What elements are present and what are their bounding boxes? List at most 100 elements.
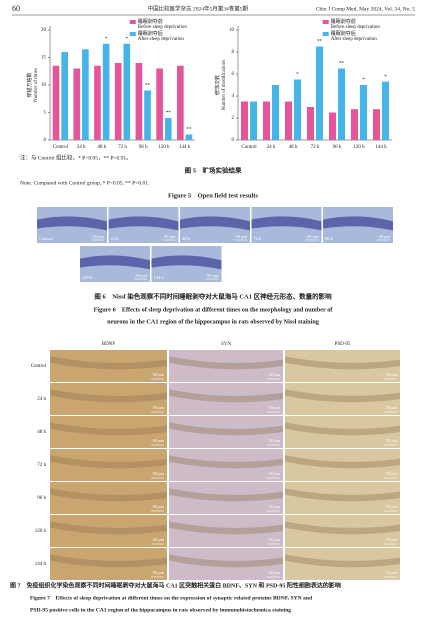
cell-layer — [285, 422, 400, 436]
x-tick-label: 144 h — [375, 145, 387, 150]
cell-layer — [169, 455, 283, 469]
scale-bar: 50 μm — [268, 438, 280, 443]
scale-bar: 50 μm — [135, 273, 147, 278]
scale-bar: 50 μm — [385, 471, 397, 476]
scale-bar: 50 μm — [268, 504, 280, 509]
legend-swatch — [129, 20, 136, 24]
row-label: 144 h — [35, 562, 47, 567]
panel-label: 72 h — [254, 236, 263, 241]
cell-layer — [169, 389, 283, 403]
cell-layer — [37, 216, 107, 231]
x-tick-label: 120 h — [353, 145, 365, 150]
cell-layer — [50, 554, 167, 568]
micrograph — [50, 548, 167, 580]
micrograph — [285, 515, 400, 547]
micrograph — [285, 449, 400, 481]
x-tick-label: Control — [241, 145, 257, 150]
significance: * — [126, 37, 129, 42]
cell-layer — [169, 554, 283, 568]
row-label: Control — [31, 364, 47, 369]
cell-layer — [108, 216, 179, 231]
caption-en: Figure 5 Open field test results — [168, 192, 259, 199]
scale-bar: 50 μm — [207, 273, 219, 278]
x-tick-label: 120 h — [158, 145, 170, 150]
bar — [360, 85, 368, 140]
panel-label: 120 h — [82, 275, 93, 280]
y-label: Number of modifications — [222, 60, 227, 111]
legend-swatch — [322, 32, 329, 36]
row-label: 24 h — [37, 397, 46, 402]
legend-swatch — [129, 32, 136, 36]
scale-bar: 50 μm — [152, 372, 164, 377]
micrograph — [50, 350, 167, 382]
legend-label: 睡眠剥夺后 — [138, 30, 163, 37]
bar — [284, 101, 292, 140]
scale-bar: 50 μm — [152, 405, 164, 410]
cell-layer — [251, 216, 322, 231]
x-tick-label: 72 h — [311, 145, 320, 150]
micrograph — [285, 482, 400, 514]
micrograph — [169, 515, 283, 547]
scale-bar: 50 μm — [268, 471, 280, 476]
significance: * — [384, 75, 387, 80]
bar — [306, 107, 314, 140]
legend-label: After sleep deprivation — [138, 37, 185, 42]
scale-bar: 50 μm — [268, 372, 280, 377]
cell-layer — [285, 554, 400, 568]
bar — [144, 90, 151, 140]
caption-en: neurons in the CA1 region of the hippoca… — [107, 318, 320, 325]
scale-bar: 50 μm — [152, 471, 164, 476]
cell-layer — [50, 389, 167, 403]
bar — [240, 101, 248, 140]
scale-bar: 50 μm — [268, 537, 280, 542]
cell-layer — [285, 488, 400, 502]
bar — [82, 49, 89, 140]
legend-label: 睡眠剥夺后 — [331, 30, 356, 37]
micrograph — [50, 482, 167, 514]
cell-layer — [169, 422, 283, 436]
scale-bar: 50 μm — [268, 405, 280, 410]
scale-bar: 50 μm — [385, 372, 397, 377]
x-tick-label: 96 h — [139, 145, 148, 150]
cell-layer — [50, 521, 167, 535]
cell-layer — [180, 216, 250, 231]
significance: ** — [317, 40, 323, 45]
legend-label: After sleep deprivation — [331, 37, 378, 42]
row-label: 96 h — [37, 496, 46, 501]
y-tick-label: 15 — [41, 56, 47, 61]
legend-label: 睡眠剥夺前 — [138, 18, 163, 25]
cell-layer — [323, 216, 393, 231]
bar — [94, 65, 101, 140]
caption-en: Figure 7 Effects of sleep deprivation at… — [30, 595, 313, 601]
cell-layer — [285, 521, 400, 535]
x-tick-label: 48 h — [97, 145, 106, 150]
scale-bar: 50 μm — [235, 234, 247, 239]
legend-label: 睡眠剥夺前 — [331, 18, 356, 25]
y-tick-label: 20 — [41, 28, 47, 33]
y-tick-label: 10 — [41, 83, 47, 88]
panel-label: 96 h — [325, 236, 334, 241]
micrograph — [169, 548, 283, 580]
column-header: SYN — [221, 342, 231, 347]
bar — [135, 63, 143, 140]
micrograph — [285, 548, 400, 580]
y-label: 修饰次数 — [214, 75, 221, 95]
panel-label: 48 h — [182, 236, 191, 241]
scale-bar: 50 μm — [164, 234, 176, 239]
cell-layer — [50, 455, 167, 469]
significance: ** — [166, 111, 172, 116]
scale-bar: 50 μm — [385, 504, 397, 509]
micrograph — [169, 416, 283, 448]
significance: * — [296, 73, 299, 78]
y-tick-label: 5 — [44, 111, 47, 116]
bar — [294, 79, 302, 140]
significance: * — [362, 78, 365, 83]
y-label: Number of times — [34, 68, 39, 102]
page-number: 60 — [12, 4, 20, 13]
scale-bar: 50 μm — [152, 570, 164, 575]
scale-bar: 50 μm — [152, 537, 164, 542]
micrograph — [50, 416, 167, 448]
y-tick-label: 2 — [232, 116, 235, 121]
bar — [114, 63, 122, 140]
